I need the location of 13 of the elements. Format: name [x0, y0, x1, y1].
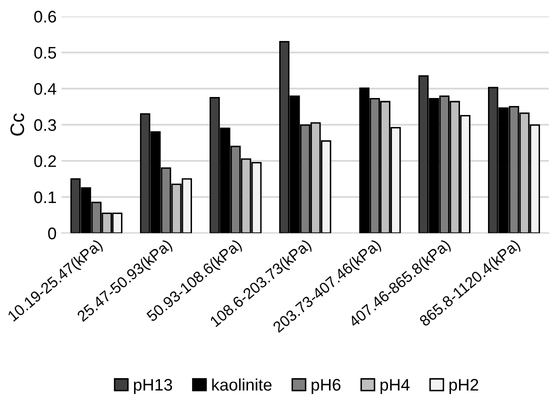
legend-label: kaolinite	[212, 378, 272, 391]
y-axis-title: Cc	[10, 113, 24, 136]
y-tick-label: 0	[48, 228, 56, 240]
y-tick-label: 0.6	[34, 10, 56, 23]
y-tick-label: 0.2	[34, 155, 56, 168]
legend-label: pH6	[312, 378, 340, 394]
legend-label: pH13	[134, 378, 172, 394]
y-tick-label: 0.5	[34, 46, 56, 59]
y-tick-label: 0.4	[34, 83, 56, 95]
y-tick-label: 0.3	[34, 119, 56, 131]
legend-label: pH4	[380, 379, 410, 394]
legend-label: pH2	[449, 378, 478, 394]
y-tick-label: 0.1	[34, 191, 56, 204]
